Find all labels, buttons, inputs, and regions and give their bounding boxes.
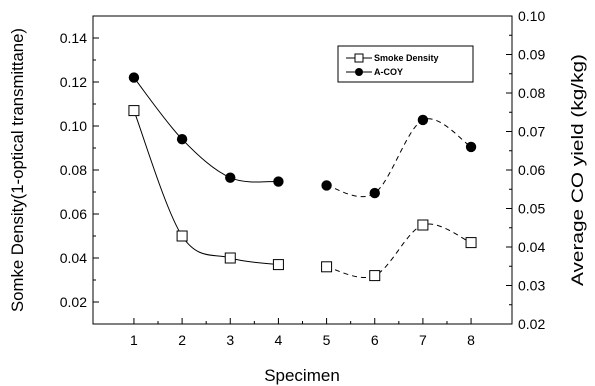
x-tick-label: 1 xyxy=(130,332,138,348)
smoke-density-point xyxy=(272,259,284,271)
data-markers xyxy=(128,72,477,282)
a-coy-point xyxy=(225,172,236,183)
a-coy-point xyxy=(128,72,140,83)
x-tick-label: 5 xyxy=(323,332,331,348)
smoke-density-point xyxy=(465,237,477,249)
x-tick-label: 2 xyxy=(178,332,186,348)
smoke-density-point xyxy=(369,270,381,282)
left-y-tick-label: 0.10 xyxy=(60,118,87,134)
left-y-tick-label: 0.02 xyxy=(60,294,87,310)
left-y-axis-title: Somke Density(1-optical transmittane) xyxy=(8,28,27,312)
smoke-density-point xyxy=(176,230,188,242)
right-y-tick-label: 0.04 xyxy=(518,239,545,255)
right-y-tick-label: 0.08 xyxy=(518,85,545,101)
trend-curve-series-2 xyxy=(326,118,472,198)
a-coy-point xyxy=(369,187,380,199)
legend-marker-smoke-density xyxy=(354,53,364,63)
right-y-tick-label: 0.03 xyxy=(518,278,545,294)
x-axis-title: Specimen xyxy=(264,366,340,385)
trend-curves xyxy=(133,77,472,278)
x-tick-label: 3 xyxy=(226,332,234,348)
legend-box xyxy=(337,45,474,83)
trend-curve-series-1 xyxy=(133,110,279,266)
left-y-tick-label: 0.08 xyxy=(60,162,87,178)
right-y-tick-label: 0.10 xyxy=(518,8,545,24)
a-coy-point xyxy=(273,176,284,187)
right-y-tick-label: 0.02 xyxy=(518,316,545,332)
x-tick-label: 8 xyxy=(467,332,475,348)
right-y-tick-label: 0.06 xyxy=(518,162,545,178)
smoke-density-point xyxy=(417,219,429,231)
x-tick-label: 6 xyxy=(371,332,379,348)
x-tick-label: 4 xyxy=(275,332,283,348)
legend-label-a-coy: A-COY xyxy=(374,67,403,77)
left-y-tick-label: 0.04 xyxy=(60,250,87,266)
left-y-tick-label: 0.12 xyxy=(60,74,87,90)
smoke-density-point xyxy=(321,261,333,273)
left-y-axis-ticks: 0.02 0.04 0.06 0.08 0.10 0.12 0.14 xyxy=(60,15,99,310)
a-coy-point xyxy=(417,114,429,126)
a-coy-point xyxy=(465,141,477,153)
right-y-tick-label: 0.05 xyxy=(518,201,545,217)
trend-curve-series-1 xyxy=(326,223,472,278)
left-y-tick-label: 0.06 xyxy=(60,206,87,222)
x-axis-ticks: 1 2 3 4 5 6 7 8 xyxy=(130,318,475,348)
x-tick-label: 7 xyxy=(419,332,427,348)
right-y-tick-label: 0.09 xyxy=(518,47,545,63)
legend-marker-a-coy xyxy=(355,68,363,76)
legend-label-smoke-density: Smoke Density xyxy=(374,53,439,63)
smoke-density-point xyxy=(224,252,236,264)
legend: Smoke Density A-COY xyxy=(337,45,474,83)
right-y-axis-title: Average CO yield (kg/kg) xyxy=(568,54,587,286)
a-coy-point xyxy=(176,134,188,145)
right-y-axis-ticks: 0.02 0.03 0.04 0.05 0.06 0.07 0.08 0.09 0.10 xyxy=(506,8,545,332)
trend-curve-series-2 xyxy=(133,77,279,183)
right-y-tick-label: 0.07 xyxy=(518,124,545,140)
left-y-tick-label: 0.14 xyxy=(60,30,87,46)
a-coy-point xyxy=(321,180,332,191)
smoke-density-point xyxy=(128,105,140,117)
